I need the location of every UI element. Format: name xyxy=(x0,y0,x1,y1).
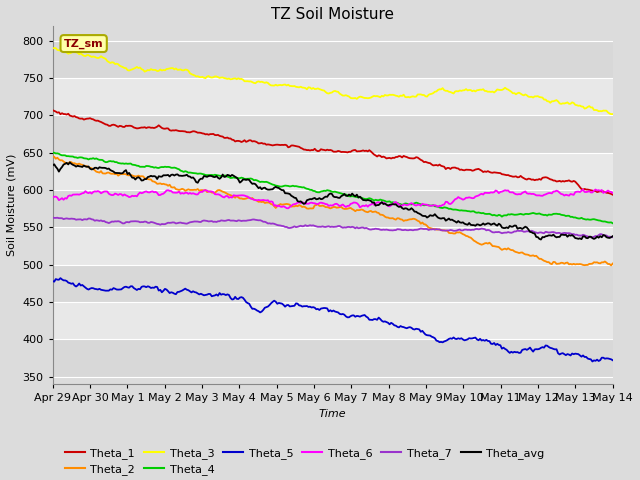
Bar xyxy=(52,41,612,78)
Text: TZ_sm: TZ_sm xyxy=(64,38,104,48)
Y-axis label: Soil Moisture (mV): Soil Moisture (mV) xyxy=(7,154,17,256)
Bar xyxy=(52,302,612,339)
Bar xyxy=(52,190,612,228)
Bar xyxy=(52,228,612,264)
Bar xyxy=(52,78,612,115)
Bar xyxy=(52,264,612,302)
Bar xyxy=(52,153,612,190)
X-axis label: Time: Time xyxy=(319,408,346,419)
Bar xyxy=(52,339,612,376)
Legend: Theta_1, Theta_2, Theta_3, Theta_4, Theta_5, Theta_6, Theta_7, Theta_avg: Theta_1, Theta_2, Theta_3, Theta_4, Thet… xyxy=(60,443,549,480)
Bar xyxy=(52,115,612,153)
Title: TZ Soil Moisture: TZ Soil Moisture xyxy=(271,7,394,22)
